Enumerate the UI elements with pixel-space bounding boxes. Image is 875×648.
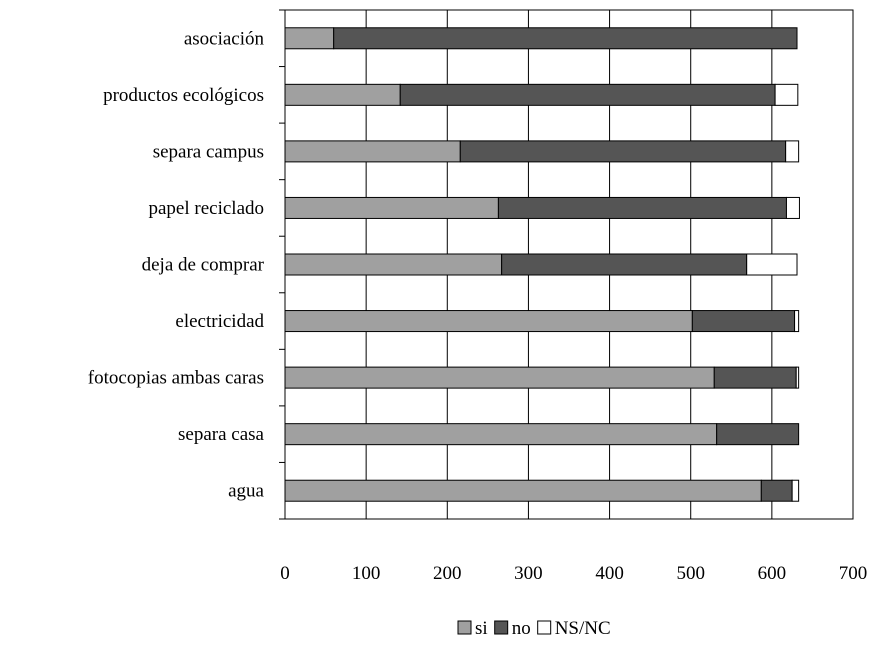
bar-segment <box>785 196 800 219</box>
legend-item: no <box>494 618 531 639</box>
bar-segment <box>284 196 499 219</box>
bar-segment <box>774 83 799 106</box>
bar-segment <box>791 479 800 502</box>
bar-segment <box>284 83 401 106</box>
bar-segment <box>760 479 793 502</box>
x-tick-label: 100 <box>352 563 381 584</box>
category-label: separa casa <box>178 424 265 445</box>
bar-segment <box>785 140 800 163</box>
y-axis-ticks <box>279 9 285 520</box>
category-label: fotocopias ambas caras <box>88 368 264 389</box>
bar-segment <box>333 27 798 50</box>
bar-segment <box>284 310 693 333</box>
bar-segment <box>399 83 776 106</box>
bar-segment <box>794 310 800 333</box>
x-axis-tick-labels: 0 100 200 300 400 500 600 700 <box>280 563 867 584</box>
legend-label: NS/NC <box>555 618 611 639</box>
legend-item: NS/NC <box>537 618 611 639</box>
category-label: agua <box>228 481 264 502</box>
category-labels: asociación productos ecológicos separa cam… <box>88 28 265 501</box>
x-tick-label: 700 <box>839 563 868 584</box>
category-label: separa campus <box>153 141 264 162</box>
legend-item: si <box>457 618 488 639</box>
bar-segment <box>284 140 461 163</box>
bar-segment <box>746 253 798 276</box>
category-label: papel reciclado <box>148 198 264 219</box>
bar-segment <box>497 196 787 219</box>
legend-swatch <box>457 620 472 635</box>
bars <box>284 27 800 502</box>
legend: si no NS/NC <box>457 618 611 639</box>
x-tick-label: 0 <box>280 563 290 584</box>
bar-segment <box>459 140 787 163</box>
x-tick-label: 400 <box>595 563 624 584</box>
bar-segment <box>284 366 715 389</box>
x-tick-label: 200 <box>433 563 462 584</box>
bar-segment <box>284 253 503 276</box>
legend-swatch <box>537 620 552 635</box>
category-label: asociación <box>184 28 265 49</box>
category-label: electricidad <box>175 311 264 332</box>
bar-segment <box>691 310 796 333</box>
category-label: productos ecológicos <box>103 85 264 106</box>
bar-segment <box>284 479 762 502</box>
bar-segment <box>501 253 748 276</box>
bar-segment <box>713 366 797 389</box>
x-tick-label: 500 <box>676 563 705 584</box>
bar-segment <box>795 366 800 389</box>
bar-segment <box>284 423 718 446</box>
plot-frame <box>284 9 854 520</box>
legend-label: si <box>475 618 488 639</box>
bar-segment <box>284 27 335 50</box>
x-tick-label: 300 <box>514 563 543 584</box>
bar-segment <box>716 423 800 446</box>
legend-label: no <box>512 618 531 639</box>
category-label: deja de comprar <box>142 255 265 276</box>
legend-swatch <box>494 620 509 635</box>
x-tick-label: 600 <box>758 563 787 584</box>
